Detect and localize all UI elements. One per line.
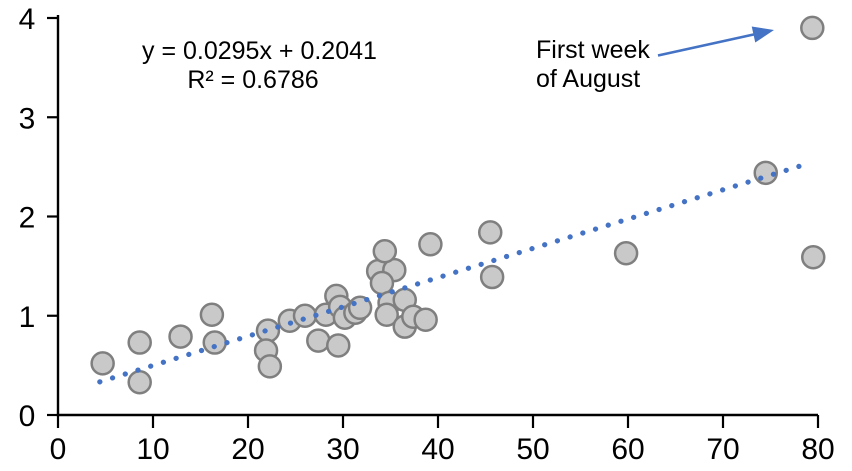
y-tick-label: 2 bbox=[19, 202, 36, 235]
data-point bbox=[127, 330, 152, 355]
data-point bbox=[801, 244, 826, 270]
equation-line: y = 0.0295x + 0.2041 bbox=[142, 37, 377, 65]
x-tick-label: 60 bbox=[611, 433, 644, 466]
annotation-arrow-line bbox=[657, 32, 757, 57]
x-tick-label: 30 bbox=[326, 433, 359, 466]
data-point bbox=[127, 369, 152, 395]
x-tick-label: 50 bbox=[516, 433, 549, 466]
x-tick-label: 40 bbox=[421, 433, 454, 466]
data-point bbox=[255, 318, 281, 343]
data-point bbox=[257, 354, 283, 379]
x-tick-label: 20 bbox=[231, 433, 264, 466]
data-point bbox=[306, 328, 331, 353]
trendline-equation-label: y = 0.0295x + 0.2041 R² = 0.6786 bbox=[142, 37, 377, 95]
annotation-first-week-of-august: First week of August bbox=[536, 36, 650, 94]
data-point bbox=[90, 351, 115, 376]
annotation-line-1: First week bbox=[536, 36, 650, 64]
trendline bbox=[97, 161, 810, 385]
data-point bbox=[413, 307, 438, 332]
data-point bbox=[478, 220, 503, 245]
y-tick-label: 3 bbox=[19, 102, 36, 135]
data-point bbox=[372, 238, 398, 264]
data-point bbox=[613, 240, 639, 266]
annotation-arrow-head bbox=[751, 26, 774, 43]
data-point bbox=[199, 302, 225, 328]
y-tick-label: 4 bbox=[19, 3, 36, 36]
y-tick-label: 1 bbox=[19, 301, 36, 334]
data-point bbox=[479, 264, 505, 290]
data-point bbox=[374, 302, 399, 328]
data-point bbox=[418, 232, 443, 257]
x-tick-label: 0 bbox=[50, 433, 67, 466]
r-squared-line: R² = 0.6786 bbox=[187, 66, 319, 94]
data-point bbox=[292, 303, 318, 328]
x-tick-label: 10 bbox=[136, 433, 169, 466]
data-point bbox=[202, 330, 227, 355]
data-point bbox=[800, 15, 825, 41]
x-tick-label: 70 bbox=[706, 433, 739, 466]
x-tick-label: 80 bbox=[801, 433, 834, 466]
data-point bbox=[326, 333, 351, 358]
data-point bbox=[168, 324, 193, 349]
y-tick-label: 0 bbox=[19, 400, 36, 433]
annotation-line-2: of August bbox=[536, 65, 641, 93]
